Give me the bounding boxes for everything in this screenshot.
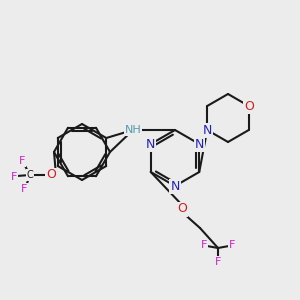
- Text: N: N: [170, 179, 180, 193]
- Text: C: C: [27, 170, 33, 180]
- Text: N: N: [195, 137, 204, 151]
- Text: NH: NH: [124, 125, 141, 135]
- Text: F: F: [201, 240, 207, 250]
- Text: O: O: [177, 202, 187, 215]
- Text: F: F: [215, 257, 221, 267]
- Text: O: O: [244, 100, 254, 112]
- Text: N: N: [146, 137, 155, 151]
- Text: F: F: [21, 184, 27, 194]
- Text: F: F: [229, 240, 235, 250]
- Text: F: F: [11, 172, 17, 182]
- Text: F: F: [19, 156, 25, 166]
- Text: O: O: [46, 169, 56, 182]
- Text: N: N: [202, 124, 212, 136]
